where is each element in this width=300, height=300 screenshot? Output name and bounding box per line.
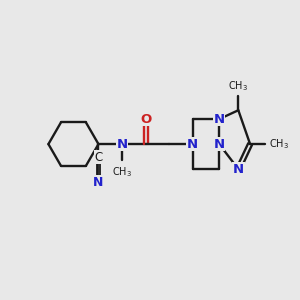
Text: CH$_3$: CH$_3$ <box>269 137 289 151</box>
Text: N: N <box>214 138 225 151</box>
Text: N: N <box>233 163 244 176</box>
Text: CH$_3$: CH$_3$ <box>112 165 132 178</box>
Text: N: N <box>187 138 198 151</box>
Text: N: N <box>214 112 225 126</box>
Text: O: O <box>140 112 151 126</box>
Text: CH$_3$: CH$_3$ <box>228 79 248 93</box>
Text: C: C <box>94 151 103 164</box>
Text: N: N <box>116 138 128 151</box>
Text: N: N <box>93 176 104 189</box>
